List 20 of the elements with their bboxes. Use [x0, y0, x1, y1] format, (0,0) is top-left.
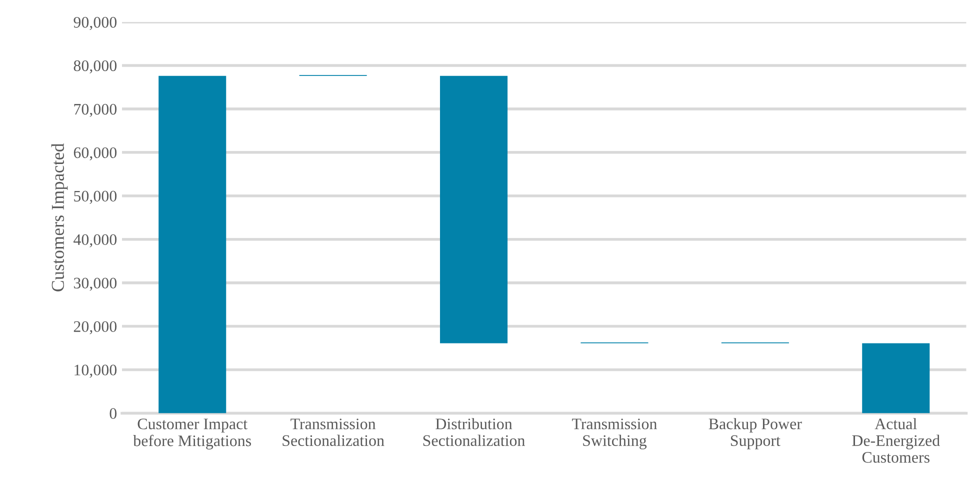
y-tick-label: 60,000 — [74, 147, 117, 160]
bar — [862, 343, 930, 414]
y-tick-label: 40,000 — [74, 234, 117, 248]
y-tick-label: 0 — [110, 408, 117, 419]
y-tick-label: 10,000 — [74, 364, 117, 378]
y-tick-label: 50,000 — [74, 190, 117, 204]
x-tick-label: Transmission Sectionalization — [282, 418, 384, 446]
x-tick-label: Distribution Sectionalization — [423, 418, 525, 446]
x-tick-label: Customer Impact before Mitigations — [133, 418, 251, 450]
y-tick-label: 80,000 — [74, 60, 117, 74]
y-tick-label: 20,000 — [74, 321, 117, 334]
y-tick-label: 70,000 — [74, 104, 117, 117]
x-tick-label: Actual De-Energized Customers — [852, 418, 940, 463]
y-axis-title: Customers Impacted — [51, 143, 68, 292]
x-tick-label: Backup Power Support — [708, 418, 802, 450]
bar — [440, 76, 508, 344]
x-tick-label: Transmission Switching — [572, 418, 657, 450]
y-tick-label: 90,000 — [74, 16, 117, 30]
bar — [158, 76, 226, 414]
y-tick-label: 30,000 — [74, 278, 117, 291]
